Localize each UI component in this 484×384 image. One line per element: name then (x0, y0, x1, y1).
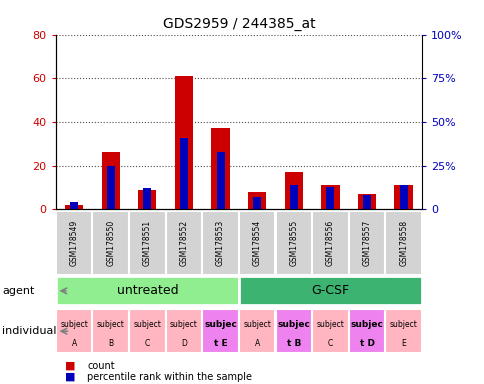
Text: subject: subject (170, 320, 197, 329)
Bar (275, 211, 311, 275)
Bar (312, 211, 348, 275)
Bar (166, 309, 202, 353)
Bar (202, 309, 238, 353)
Bar (326, 187, 334, 209)
Bar (129, 309, 165, 353)
Bar (216, 152, 224, 209)
Bar (166, 211, 202, 275)
Bar (247, 192, 266, 209)
Bar (180, 137, 188, 209)
Text: GSM178558: GSM178558 (398, 220, 408, 266)
Title: GDS2959 / 244385_at: GDS2959 / 244385_at (162, 17, 315, 31)
Bar (253, 197, 261, 209)
Bar (92, 211, 129, 275)
Bar (174, 76, 193, 209)
Text: B: B (108, 339, 113, 348)
Bar (56, 211, 92, 275)
Bar (385, 309, 421, 353)
Text: subject: subject (60, 320, 88, 329)
Text: subjec: subjec (277, 320, 310, 329)
Bar (275, 309, 311, 353)
Bar (143, 188, 151, 209)
Bar (348, 211, 384, 275)
Bar (65, 205, 83, 209)
Text: subject: subject (243, 320, 271, 329)
Bar (348, 309, 384, 353)
Bar (129, 211, 165, 275)
Text: GSM178556: GSM178556 (325, 220, 334, 266)
Text: GSM178551: GSM178551 (142, 220, 151, 266)
Text: t D: t D (359, 339, 374, 348)
Bar (385, 211, 421, 275)
Text: individual: individual (2, 326, 57, 336)
Text: ■: ■ (65, 372, 76, 382)
Text: D: D (181, 339, 186, 348)
Bar (362, 195, 370, 209)
Text: subject: subject (133, 320, 161, 329)
Text: C: C (327, 339, 333, 348)
Text: subjec: subjec (204, 320, 237, 329)
Bar (56, 276, 238, 305)
Text: subjec: subjec (350, 320, 383, 329)
Text: C: C (144, 339, 150, 348)
Text: t E: t E (213, 339, 227, 348)
Bar (357, 194, 376, 209)
Text: ■: ■ (65, 361, 76, 371)
Bar (101, 152, 120, 209)
Bar (399, 185, 407, 209)
Text: GSM178552: GSM178552 (179, 220, 188, 266)
Bar (284, 172, 302, 209)
Bar (312, 309, 348, 353)
Text: GSM178557: GSM178557 (362, 220, 371, 266)
Text: subject: subject (97, 320, 124, 329)
Text: GSM178555: GSM178555 (288, 220, 298, 266)
Text: t B: t B (286, 339, 301, 348)
Text: subject: subject (316, 320, 344, 329)
Bar (239, 276, 421, 305)
Bar (138, 190, 156, 209)
Bar (393, 185, 412, 209)
Bar (320, 185, 339, 209)
Text: count: count (87, 361, 115, 371)
Bar (239, 309, 275, 353)
Text: GSM178549: GSM178549 (69, 220, 78, 266)
Text: agent: agent (2, 286, 35, 296)
Text: A: A (254, 339, 259, 348)
Bar (56, 309, 92, 353)
Text: percentile rank within the sample: percentile rank within the sample (87, 372, 252, 382)
Text: GSM178550: GSM178550 (106, 220, 115, 266)
Bar (92, 309, 129, 353)
Bar (239, 211, 275, 275)
Text: A: A (71, 339, 76, 348)
Text: G-CSF: G-CSF (311, 285, 349, 297)
Bar (211, 129, 229, 209)
Bar (289, 185, 297, 209)
Text: untreated: untreated (116, 285, 178, 297)
Text: E: E (400, 339, 405, 348)
Text: subject: subject (389, 320, 417, 329)
Text: GSM178554: GSM178554 (252, 220, 261, 266)
Bar (70, 202, 78, 209)
Bar (202, 211, 238, 275)
Bar (106, 166, 115, 209)
Text: GSM178553: GSM178553 (215, 220, 225, 266)
